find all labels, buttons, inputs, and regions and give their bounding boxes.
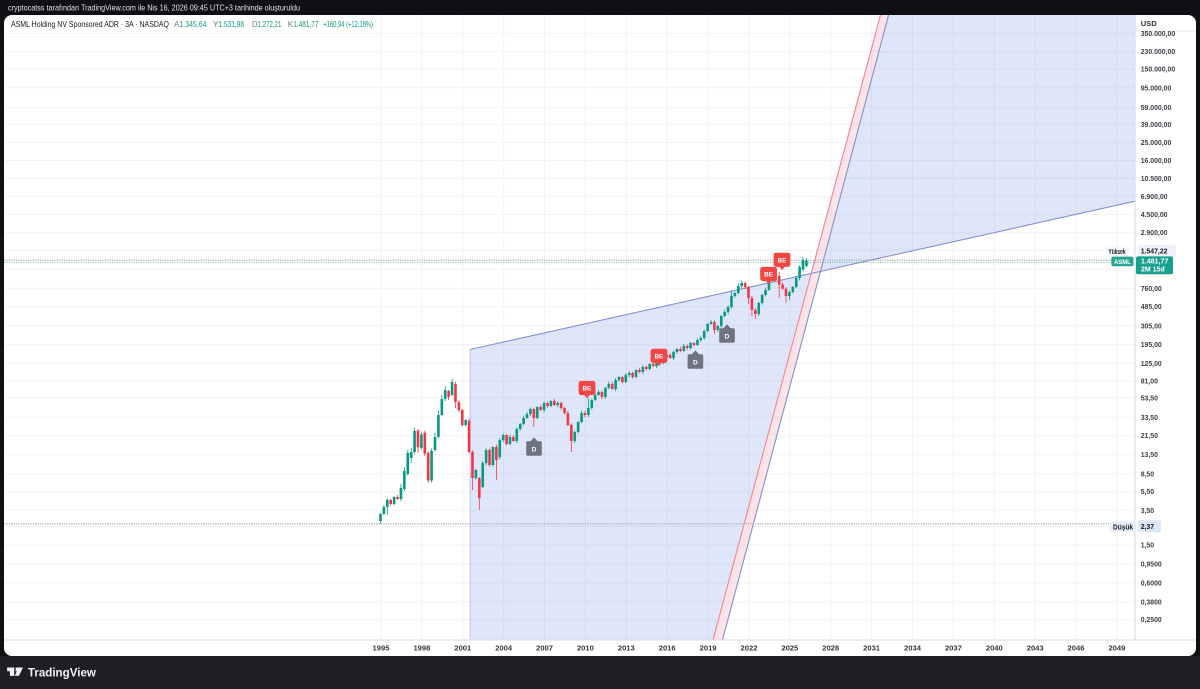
- svg-text:2001: 2001: [454, 643, 472, 652]
- svg-text:59.000,00: 59.000,00: [1141, 105, 1172, 112]
- svg-text:2007: 2007: [536, 643, 553, 652]
- svg-text:0,6000: 0,6000: [1141, 580, 1162, 587]
- svg-text:2013: 2013: [618, 643, 635, 652]
- svg-text:8,50: 8,50: [1141, 471, 1155, 478]
- svg-text:81,00: 81,00: [1141, 379, 1158, 386]
- svg-text:1.481,77: 1.481,77: [293, 20, 319, 29]
- svg-text:ASML Holding NV Sponsored ADR: ASML Holding NV Sponsored ADR · 3A · NAS…: [11, 20, 169, 29]
- svg-text:BE: BE: [583, 386, 593, 393]
- svg-text:2M 15d: 2M 15d: [1141, 267, 1165, 274]
- svg-text:1,50: 1,50: [1141, 543, 1155, 550]
- svg-text:5,50: 5,50: [1141, 489, 1155, 496]
- svg-text:3,50: 3,50: [1141, 508, 1155, 515]
- svg-text:2010: 2010: [577, 643, 594, 652]
- svg-text:39.000,00: 39.000,00: [1141, 122, 1172, 129]
- svg-text:0,3800: 0,3800: [1141, 599, 1162, 606]
- svg-text:0,9500: 0,9500: [1141, 562, 1162, 569]
- svg-text:2028: 2028: [822, 643, 839, 652]
- svg-text:2049: 2049: [1108, 643, 1125, 652]
- svg-text:2,37: 2,37: [1141, 524, 1155, 531]
- svg-text:4.500,00: 4.500,00: [1141, 212, 1168, 219]
- svg-text:BE: BE: [764, 272, 774, 279]
- svg-text:1.272,21: 1.272,21: [257, 20, 281, 29]
- svg-text:125,00: 125,00: [1141, 361, 1162, 368]
- svg-text:2019: 2019: [700, 643, 717, 652]
- svg-text:1.547,22: 1.547,22: [1141, 248, 1168, 255]
- svg-text:760,00: 760,00: [1141, 286, 1162, 293]
- svg-text:2034: 2034: [904, 643, 922, 652]
- svg-text:TradingView: TradingView: [28, 665, 96, 679]
- svg-text:53,50: 53,50: [1141, 395, 1158, 402]
- svg-text:Yüksek: Yüksek: [1109, 247, 1127, 256]
- svg-text:BE: BE: [655, 353, 665, 360]
- svg-text:195,00: 195,00: [1141, 342, 1162, 349]
- svg-text:6.900,00: 6.900,00: [1141, 194, 1168, 201]
- svg-text:1998: 1998: [413, 643, 430, 652]
- svg-text:150.000,00: 150.000,00: [1141, 67, 1176, 74]
- svg-text:21,50: 21,50: [1141, 433, 1158, 440]
- svg-text:2025: 2025: [781, 643, 799, 652]
- svg-text:2046: 2046: [1068, 643, 1085, 652]
- svg-text:Y: Y: [213, 20, 219, 29]
- svg-text:D: D: [252, 20, 258, 29]
- svg-text:25.000,00: 25.000,00: [1141, 140, 1172, 147]
- svg-text:305,00: 305,00: [1141, 323, 1162, 330]
- svg-text:33,50: 33,50: [1141, 415, 1158, 422]
- svg-text:cryptocatss tarafından Trading: cryptocatss tarafından TradingView.com i…: [8, 2, 300, 12]
- svg-text:D: D: [532, 446, 537, 453]
- svg-text:13,50: 13,50: [1141, 452, 1158, 459]
- svg-text:Düşük: Düşük: [1113, 523, 1134, 532]
- svg-text:1.531,98: 1.531,98: [219, 20, 245, 29]
- svg-text:2037: 2037: [945, 643, 962, 652]
- svg-text:D: D: [725, 333, 730, 340]
- svg-text:1995: 1995: [373, 643, 391, 652]
- svg-text:A: A: [174, 20, 180, 29]
- svg-text:350.000,00: 350.000,00: [1141, 31, 1176, 38]
- svg-text:1.345,64: 1.345,64: [180, 20, 207, 29]
- svg-text:1.481,77: 1.481,77: [1141, 258, 1168, 265]
- svg-text:16.000,00: 16.000,00: [1141, 158, 1172, 165]
- svg-text:2.900,00: 2.900,00: [1141, 230, 1168, 237]
- svg-text:2004: 2004: [495, 643, 513, 652]
- svg-text:2022: 2022: [741, 643, 758, 652]
- svg-text:BE: BE: [778, 257, 788, 264]
- svg-text:2040: 2040: [986, 643, 1003, 652]
- svg-text:2016: 2016: [659, 643, 676, 652]
- svg-text:10.500,00: 10.500,00: [1141, 176, 1172, 183]
- svg-text:485,00: 485,00: [1141, 304, 1162, 311]
- svg-text:ASML: ASML: [1114, 259, 1131, 266]
- svg-text:USD: USD: [1141, 19, 1158, 28]
- svg-text:230.000,00: 230.000,00: [1141, 49, 1176, 56]
- svg-text:2031: 2031: [863, 643, 881, 652]
- svg-text:0,2500: 0,2500: [1141, 617, 1162, 624]
- svg-text:2043: 2043: [1027, 643, 1044, 652]
- svg-text:95.000,00: 95.000,00: [1141, 85, 1172, 92]
- svg-text:+160,94 (+12,18%): +160,94 (+12,18%): [323, 20, 373, 29]
- svg-text:K: K: [288, 20, 294, 29]
- svg-text:D: D: [693, 359, 698, 366]
